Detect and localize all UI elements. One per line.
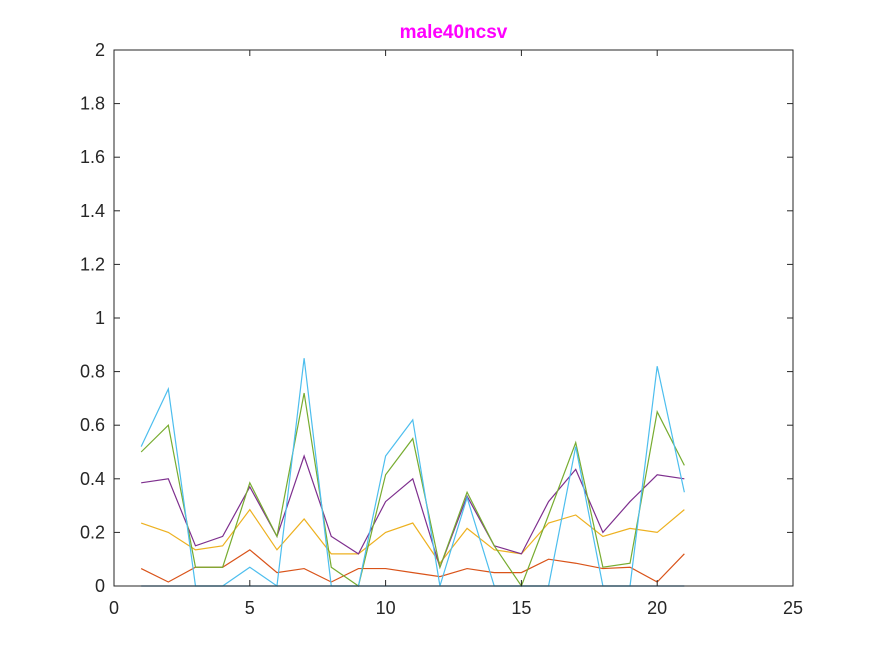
y-tick-label: 1 [95, 308, 105, 328]
y-tick-label: 0.4 [80, 469, 105, 489]
x-tick-label: 5 [245, 598, 255, 618]
series-line-5 [140, 392, 685, 588]
x-tick-label: 0 [109, 598, 119, 618]
y-tick-label: 1.2 [80, 254, 105, 274]
y-tick-label: 0.8 [80, 362, 105, 382]
series-line-3 [140, 508, 685, 565]
y-tick-label: 1.8 [80, 94, 105, 114]
y-tick-label: 2 [95, 40, 105, 60]
y-tick-label: 1.4 [80, 201, 105, 221]
series-line-2 [140, 549, 685, 583]
series-line-6 [140, 358, 685, 588]
chart-title: male40ncsv [400, 22, 508, 43]
x-tick-label: 15 [511, 598, 531, 618]
x-tick-label: 25 [783, 598, 803, 618]
y-tick-label: 1.6 [80, 147, 105, 167]
x-tick-label: 20 [647, 598, 667, 618]
y-tick-label: 0.2 [80, 522, 105, 542]
plot-area [114, 50, 793, 586]
y-tick-label: 0.6 [80, 415, 105, 435]
x-tick-label: 10 [376, 598, 396, 618]
ticks-group: 0 5 10 15 20 25 0 0.2 0.4 0.6 0.8 1 1.2 1.4 1.6 1.8 2 [80, 40, 803, 618]
series-line-4 [141, 454, 685, 570]
y-tick-label: 0 [95, 576, 105, 596]
